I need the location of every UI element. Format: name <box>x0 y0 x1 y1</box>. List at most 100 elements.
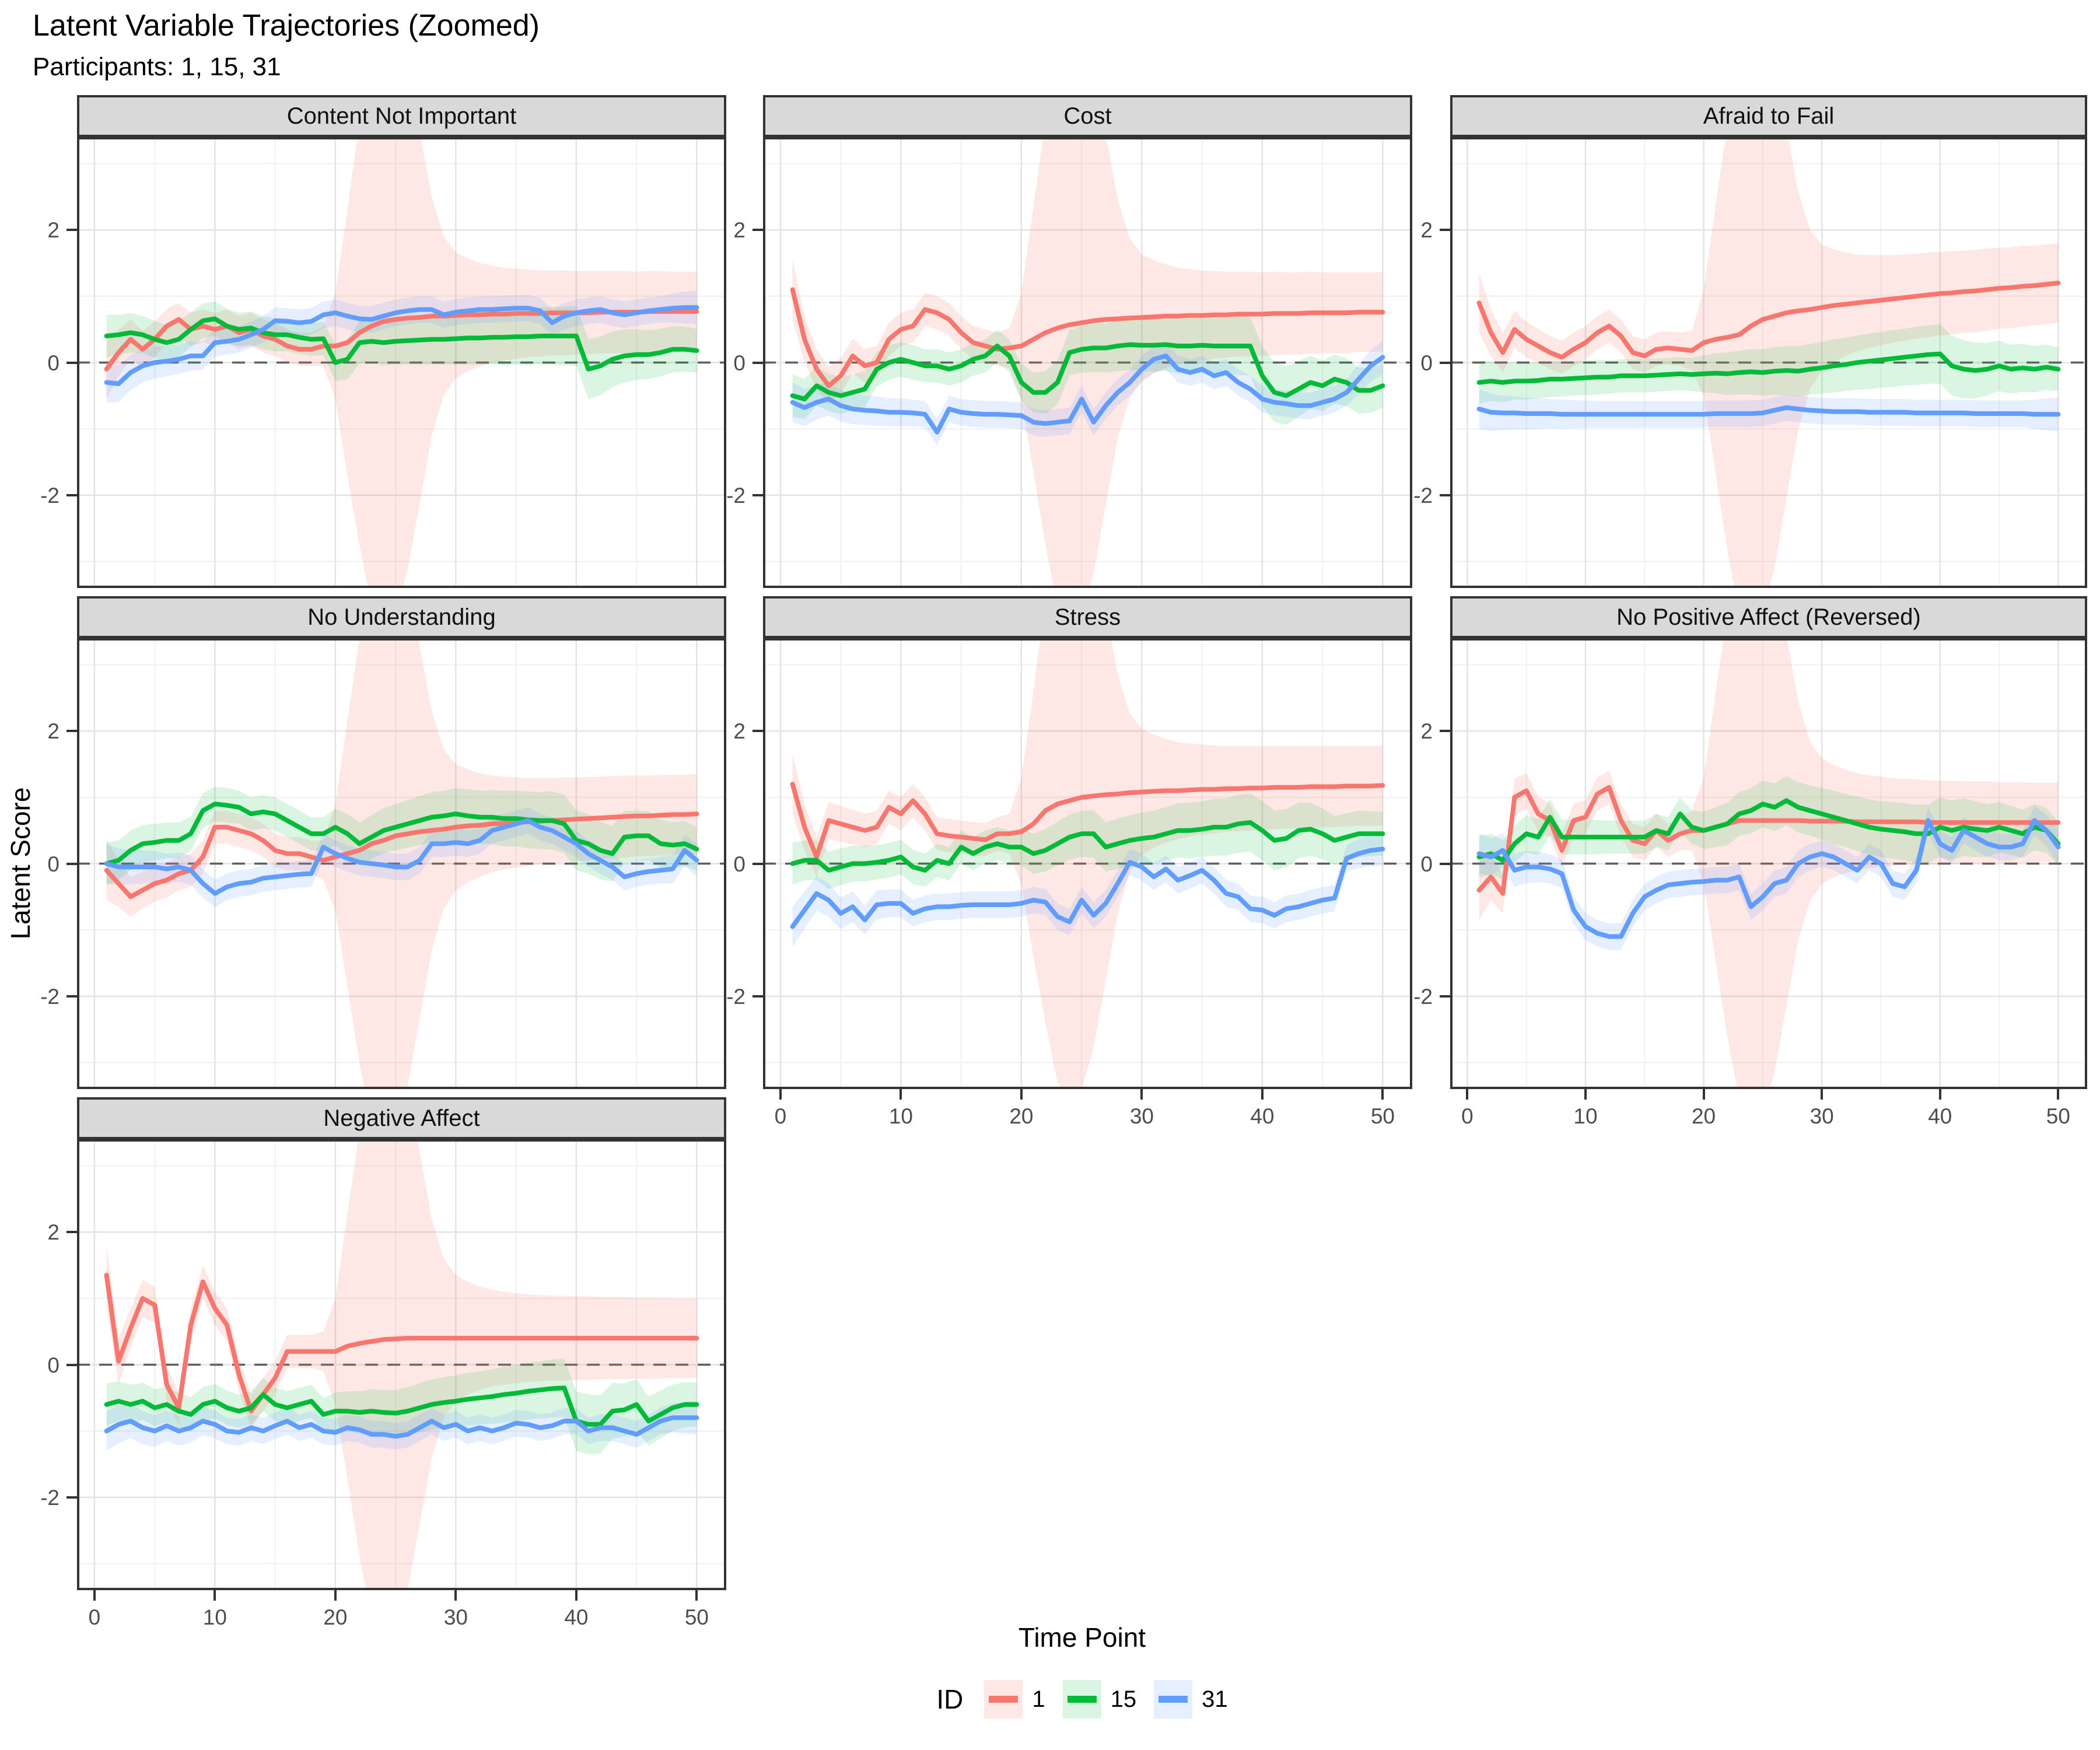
panel-border <box>1450 638 2087 1089</box>
x-tick-label: 20 <box>1009 1104 1034 1128</box>
y-tick-label: 0 <box>47 852 60 876</box>
legend-title: ID <box>936 1684 964 1714</box>
x-tick-mark <box>1584 1089 1587 1100</box>
y-tick-mark <box>1440 361 1450 364</box>
x-tick-mark <box>214 1590 216 1601</box>
x-tick-label: 50 <box>1370 1104 1395 1128</box>
legend-key-line-icon <box>1067 1696 1097 1703</box>
y-tick-label: 0 <box>47 351 60 375</box>
y-tick-mark <box>66 730 77 733</box>
panel-border <box>763 638 1412 1089</box>
y-tick-mark <box>752 361 763 364</box>
series-line-1 <box>1476 785 2061 896</box>
x-tick-label: 0 <box>1461 1104 1474 1128</box>
x-tick-mark <box>334 1590 337 1601</box>
x-tick-label: 30 <box>1129 1104 1154 1128</box>
y-tick-label: -2 <box>726 984 746 1009</box>
legend-item-31: 31 <box>1154 1680 1228 1718</box>
facet-plot <box>77 638 726 1089</box>
series-ribbon-1 <box>106 1139 697 1590</box>
y-tick-label: -2 <box>726 483 746 508</box>
x-tick-label: 50 <box>684 1605 709 1629</box>
legend-swatch <box>984 1680 1023 1718</box>
series-line-31 <box>1476 818 2061 939</box>
x-tick-label: 40 <box>1928 1104 1952 1128</box>
y-tick-label: 2 <box>733 719 746 744</box>
x-tick-mark <box>1821 1089 1824 1100</box>
y-tick-label: 2 <box>1420 719 1433 744</box>
x-tick-mark <box>1702 1089 1705 1100</box>
y-tick-mark <box>1440 229 1450 232</box>
facet-plot <box>1450 137 2087 588</box>
x-axis-title: Time Point <box>1018 1622 1146 1653</box>
series-line-15 <box>790 820 1385 873</box>
x-tick-label: 50 <box>2046 1104 2070 1128</box>
facet-plot <box>763 137 1412 588</box>
x-tick-label: 10 <box>1573 1104 1598 1128</box>
y-tick-label: 2 <box>47 719 60 744</box>
panel-border <box>763 137 1412 588</box>
y-tick-mark <box>66 1231 77 1234</box>
y-tick-label: 0 <box>1420 852 1433 876</box>
y-tick-mark <box>1440 494 1450 496</box>
series-ribbon-1 <box>1479 638 2059 1089</box>
series-line-1 <box>104 309 699 372</box>
x-tick-mark <box>779 1089 782 1100</box>
series-line-31 <box>104 1415 699 1439</box>
series-ribbon-31 <box>792 832 1383 947</box>
x-tick-mark <box>1466 1089 1469 1100</box>
series-ribbon-1 <box>1479 137 2059 588</box>
y-tick-label: 2 <box>47 218 60 243</box>
x-tick-mark <box>575 1590 578 1601</box>
legend-swatch <box>1062 1680 1101 1718</box>
panel-border <box>77 137 726 588</box>
series-ribbon-31 <box>792 341 1383 446</box>
series-line-15 <box>104 802 699 866</box>
legend-label: 15 <box>1110 1686 1137 1712</box>
y-tick-label: 2 <box>47 1220 60 1245</box>
y-tick-mark <box>66 1363 77 1366</box>
legend-label: 1 <box>1032 1686 1045 1712</box>
y-tick-mark <box>752 862 763 865</box>
series-line-15 <box>790 342 1385 401</box>
series-ribbon-15 <box>106 301 697 399</box>
x-tick-label: 10 <box>888 1104 913 1128</box>
x-tick-mark <box>2057 1089 2060 1100</box>
series-ribbon-31 <box>106 1401 697 1451</box>
facet-strip: Content Not Important <box>77 95 726 137</box>
x-tick-label: 30 <box>1810 1104 1834 1128</box>
facet-strip: Afraid to Fail <box>1450 95 2087 137</box>
x-tick-mark <box>454 1590 457 1601</box>
panel-border <box>77 638 726 1089</box>
x-tick-label: 40 <box>1250 1104 1275 1128</box>
facet-strip: No Understanding <box>77 596 726 638</box>
y-tick-mark <box>66 862 77 865</box>
y-tick-label: 2 <box>733 218 746 243</box>
x-tick-mark <box>1020 1089 1023 1100</box>
series-ribbon-1 <box>106 638 697 1089</box>
legend-label: 31 <box>1202 1686 1228 1712</box>
series-line-31 <box>1476 405 2061 417</box>
series-ribbon-31 <box>1479 806 2059 950</box>
x-tick-mark <box>1140 1089 1143 1100</box>
series-ribbon-1 <box>106 137 697 588</box>
series-ribbon-1 <box>792 137 1383 588</box>
y-tick-mark <box>1440 995 1450 998</box>
y-tick-mark <box>752 494 763 496</box>
facet-strip: Stress <box>763 596 1412 638</box>
series-line-31 <box>104 818 699 896</box>
y-tick-mark <box>66 229 77 232</box>
facet-plot <box>1450 638 2087 1089</box>
series-line-15 <box>104 316 699 372</box>
y-tick-label: 0 <box>733 351 746 375</box>
x-tick-mark <box>1938 1089 1941 1100</box>
y-tick-mark <box>66 494 77 496</box>
series-line-31 <box>790 354 1385 435</box>
facet-plot <box>77 137 726 588</box>
legend-key-line-icon <box>989 1696 1019 1703</box>
series-ribbon-15 <box>1479 776 2059 880</box>
legend: ID 1 15 31 <box>77 1673 2087 1726</box>
x-tick-label: 0 <box>88 1605 101 1629</box>
facet-plot <box>763 638 1412 1089</box>
